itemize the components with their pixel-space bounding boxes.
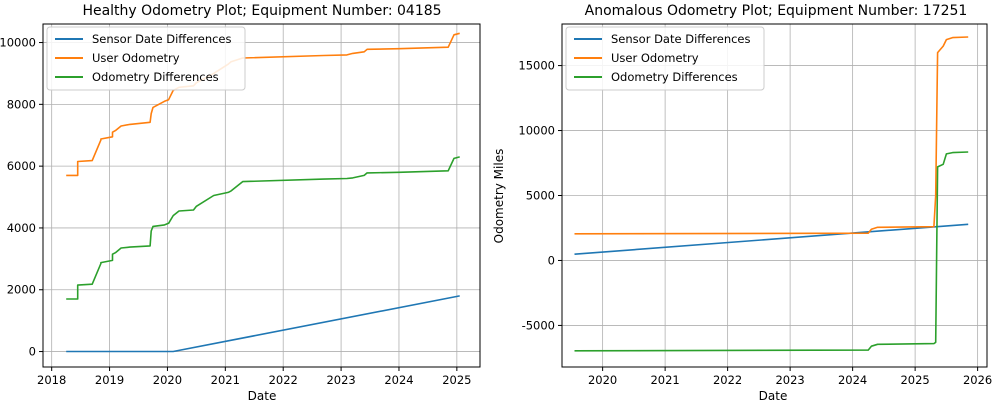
chart-healthy-ytick-label: 2000 bbox=[7, 283, 36, 297]
chart-anomalous-xtick-label: 2026 bbox=[963, 373, 992, 387]
chart-anomalous-frame bbox=[561, 23, 988, 368]
chart-healthy-ytick-label: 10000 bbox=[0, 36, 36, 50]
chart-anomalous-title: Anomalous Odometry Plot; Equipment Numbe… bbox=[585, 3, 968, 19]
chart-healthy-xlabel: Date bbox=[248, 389, 277, 403]
chart-healthy-ytick-label: 4000 bbox=[7, 221, 36, 235]
chart-healthy-grid bbox=[43, 24, 480, 367]
chart-healthy-xtick-label: 2022 bbox=[269, 373, 298, 387]
chart-healthy-xtick-label: 2019 bbox=[95, 373, 124, 387]
chart-anomalous-legend-box bbox=[565, 26, 765, 91]
chart-healthy-ytick-label: 8000 bbox=[7, 97, 36, 111]
chart-healthy-series-line-1 bbox=[66, 295, 460, 353]
chart-healthy-xtick-label: 2020 bbox=[153, 373, 182, 387]
chart-anomalous-legend-label-1: Sensor Date Differences bbox=[611, 32, 751, 46]
chart-healthy-xtick-label: 2023 bbox=[326, 373, 355, 387]
chart-anomalous-ticks: 2020 2021 2022 2023 2024 2025 2026 -5000 0 5000 10… bbox=[518, 59, 992, 387]
chart-healthy-xtick-label: 2025 bbox=[442, 373, 471, 387]
chart-healthy-legend-label-3: Odometry Differences bbox=[92, 70, 219, 84]
chart-anomalous: Anomalous Odometry Plot; Equipment Numbe… bbox=[492, 3, 992, 403]
chart-healthy-xtick-label: 2021 bbox=[211, 373, 240, 387]
chart-anomalous-xlabel: Date bbox=[759, 389, 788, 403]
chart-anomalous-xtick-label: 2024 bbox=[838, 373, 867, 387]
chart-anomalous-xtick-label: 2022 bbox=[713, 373, 742, 387]
chart-anomalous-legend-label-3: Odometry Differences bbox=[611, 70, 738, 84]
chart-healthy-xtick-label: 2018 bbox=[37, 373, 66, 387]
chart-anomalous-legend-label-2: User Odometry bbox=[611, 51, 699, 65]
chart-anomalous-series-line-3 bbox=[574, 151, 969, 352]
chart-anomalous-xtick-label: 2025 bbox=[900, 373, 929, 387]
chart-anomalous-ytick-label: 15000 bbox=[518, 59, 555, 73]
chart-healthy-series-line-3 bbox=[66, 156, 460, 300]
chart-anomalous-series-line-2 bbox=[574, 36, 969, 235]
chart-healthy: Healthy Odometry Plot; Equipment Number:… bbox=[0, 3, 481, 403]
chart-healthy-ytick-label: 0 bbox=[29, 345, 36, 359]
chart-anomalous-ytick-label: -5000 bbox=[522, 318, 555, 332]
chart-healthy-frame bbox=[42, 23, 481, 368]
chart-healthy-title: Healthy Odometry Plot; Equipment Number:… bbox=[82, 3, 441, 19]
chart-anomalous-xtick-label: 2023 bbox=[775, 373, 804, 387]
chart-anomalous-series bbox=[574, 36, 969, 352]
chart-healthy-legend-label-2: User Odometry bbox=[92, 51, 180, 65]
chart-anomalous-ytick-label: 5000 bbox=[526, 189, 555, 203]
chart-anomalous-xtick-label: 2021 bbox=[650, 373, 679, 387]
chart-healthy-legend: Sensor Date Differences User Odometry Odom… bbox=[46, 26, 246, 91]
chart-healthy-xtick-label: 2024 bbox=[384, 373, 413, 387]
chart-healthy-legend-box bbox=[46, 26, 246, 91]
chart-anomalous-legend: Sensor Date Differences User Odometry Odom… bbox=[565, 26, 765, 91]
chart-anomalous-ytick-label: 10000 bbox=[518, 124, 555, 138]
chart-healthy-ytick-label: 6000 bbox=[7, 159, 36, 173]
chart-healthy-legend-label-1: Sensor Date Differences bbox=[92, 32, 232, 46]
chart-anomalous-xtick-label: 2020 bbox=[588, 373, 617, 387]
chart-anomalous-ylabel: Odometry Miles bbox=[492, 149, 506, 244]
chart-anomalous-series-line-1 bbox=[574, 223, 969, 255]
chart-healthy-ticks: 2018 2019 2020 2021 2022 2023 2024 2025 0 2000 400… bbox=[0, 36, 471, 387]
chart-anomalous-ytick-label: 0 bbox=[548, 253, 555, 267]
